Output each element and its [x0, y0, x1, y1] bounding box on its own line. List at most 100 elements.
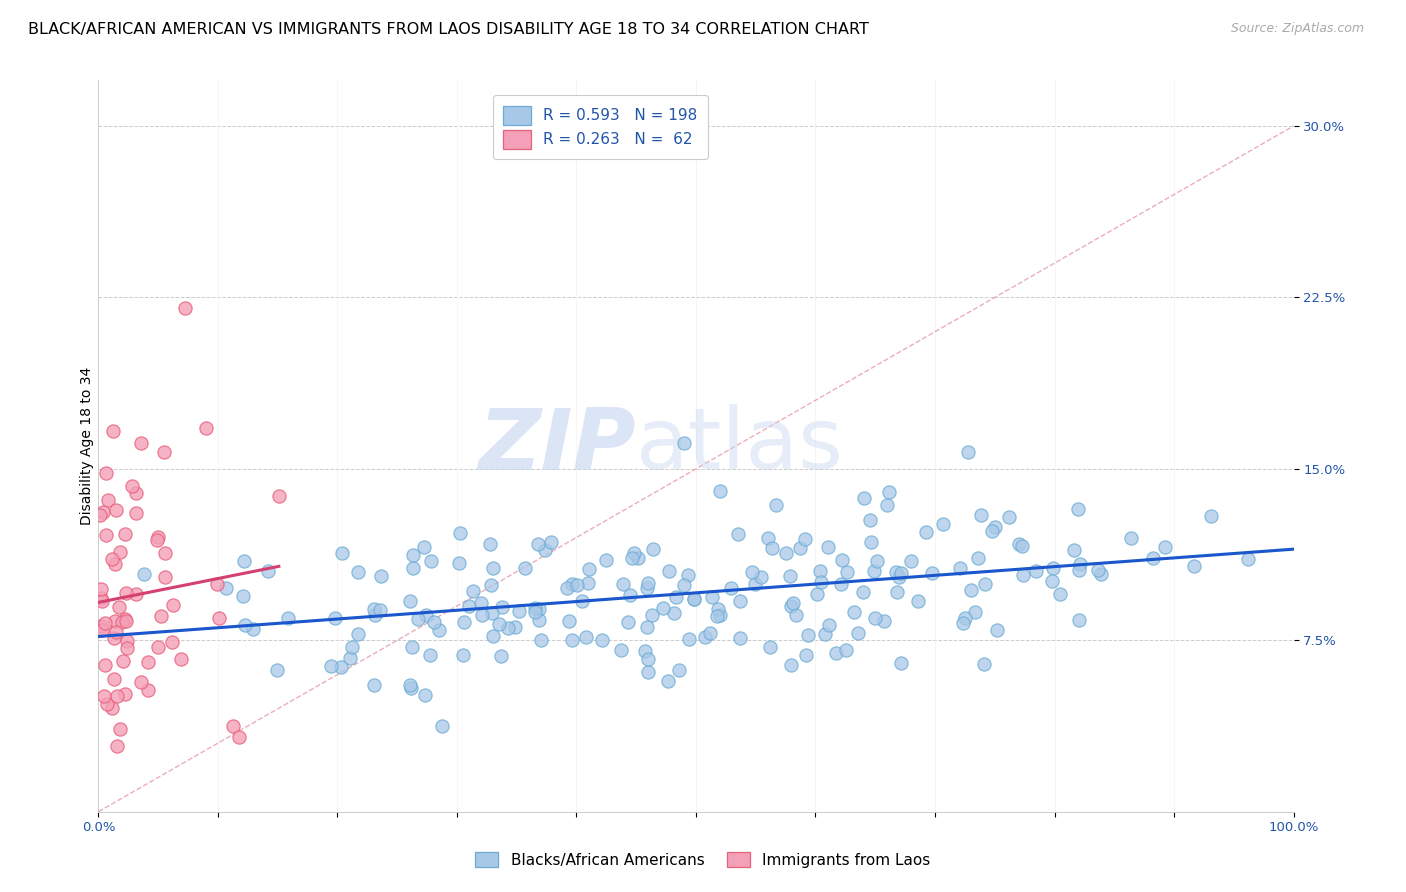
Point	[637, 652, 659, 666]
Point	[775, 546, 797, 560]
Point	[91, 505, 114, 519]
Point	[658, 564, 681, 578]
Point	[932, 517, 955, 532]
Point	[973, 657, 995, 671]
Point	[810, 574, 832, 589]
Point	[818, 618, 841, 632]
Point	[222, 719, 245, 733]
Point	[1025, 565, 1047, 579]
Point	[463, 583, 485, 598]
Text: Source: ZipAtlas.com: Source: ZipAtlas.com	[1230, 22, 1364, 36]
Point	[955, 610, 977, 624]
Point	[449, 526, 471, 541]
Point	[761, 541, 783, 555]
Point	[114, 611, 136, 625]
Point	[678, 568, 700, 582]
Point	[526, 537, 548, 551]
Point	[863, 611, 886, 625]
Point	[470, 607, 492, 622]
Point	[623, 546, 645, 560]
Point	[817, 540, 839, 554]
Point	[479, 537, 502, 551]
Point	[104, 614, 127, 628]
Point	[949, 560, 972, 574]
Point	[412, 541, 434, 555]
Point	[419, 554, 441, 568]
Point	[884, 565, 907, 579]
Point	[973, 577, 995, 591]
Point	[153, 570, 176, 584]
Point	[228, 730, 250, 744]
Point	[984, 519, 1007, 533]
Point	[727, 526, 749, 541]
Point	[877, 485, 900, 500]
Point	[610, 642, 633, 657]
Point	[1142, 550, 1164, 565]
Point	[215, 581, 238, 595]
Point	[89, 508, 111, 522]
Point	[363, 678, 385, 692]
Point	[782, 596, 804, 610]
Point	[1069, 558, 1091, 572]
Point	[266, 663, 288, 677]
Point	[699, 626, 721, 640]
Point	[447, 556, 470, 570]
Point	[672, 578, 695, 592]
Point	[323, 611, 346, 625]
Point	[370, 569, 392, 583]
Point	[616, 615, 638, 629]
Point	[575, 630, 598, 644]
Point	[329, 660, 352, 674]
Point	[401, 681, 423, 695]
Point	[981, 524, 1004, 539]
Point	[148, 531, 170, 545]
Point	[103, 672, 125, 686]
Point	[1199, 509, 1222, 524]
Point	[835, 642, 858, 657]
Point	[125, 506, 148, 520]
Point	[195, 420, 218, 434]
Point	[129, 435, 152, 450]
Point	[796, 648, 818, 662]
Point	[683, 592, 706, 607]
Point	[207, 577, 229, 591]
Point	[101, 551, 124, 566]
Point	[321, 659, 343, 673]
Point	[965, 605, 987, 619]
Point	[111, 654, 134, 668]
Point	[831, 553, 853, 567]
Point	[457, 599, 479, 614]
Point	[637, 665, 659, 680]
Point	[114, 526, 136, 541]
Point	[837, 565, 859, 579]
Point	[780, 599, 803, 614]
Point	[340, 640, 363, 654]
Point	[643, 542, 665, 557]
Point	[678, 632, 700, 646]
Point	[1063, 543, 1085, 558]
Point	[636, 581, 658, 595]
Point	[756, 531, 779, 545]
Point	[634, 644, 657, 658]
Point	[789, 541, 811, 555]
Point	[125, 587, 148, 601]
Point	[915, 524, 938, 539]
Point	[267, 489, 290, 503]
Point	[665, 591, 688, 605]
Point	[129, 675, 152, 690]
Point	[957, 444, 980, 458]
Point	[104, 558, 127, 572]
Point	[207, 611, 229, 625]
Point	[419, 648, 441, 663]
Point	[907, 593, 929, 607]
Point	[515, 561, 537, 575]
Point	[830, 577, 852, 591]
Point	[90, 582, 112, 596]
Point	[346, 566, 368, 580]
Point	[470, 596, 492, 610]
Point	[780, 657, 803, 672]
Point	[103, 631, 125, 645]
Point	[619, 588, 641, 602]
Point	[232, 590, 254, 604]
Point	[233, 618, 256, 632]
